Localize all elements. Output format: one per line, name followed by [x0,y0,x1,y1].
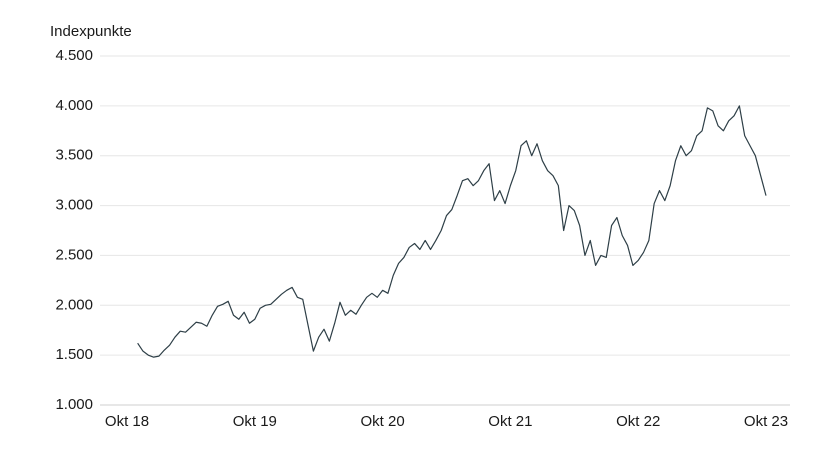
x-tick-label: Okt 18 [105,413,149,430]
y-tick-label: 4.000 [55,97,93,114]
x-tick-label: Okt 21 [488,413,532,430]
y-tick-label: 4.500 [55,47,93,64]
y-tick-label: 1.000 [55,396,93,413]
x-tick-label: Okt 20 [361,413,405,430]
x-tick-label: Okt 23 [744,413,788,430]
y-tick-label: 3.500 [55,147,93,164]
y-tick-label: 3.000 [55,197,93,214]
y-tick-label: 1.500 [55,346,93,363]
y-axis-label: Indexpunkte [50,23,132,40]
x-tick-label: Okt 22 [616,413,660,430]
line [137,105,767,358]
y-tick-label: 2.500 [55,246,93,263]
x-tick-label: Okt 19 [233,413,277,430]
y-tick-label: 2.000 [55,296,93,313]
